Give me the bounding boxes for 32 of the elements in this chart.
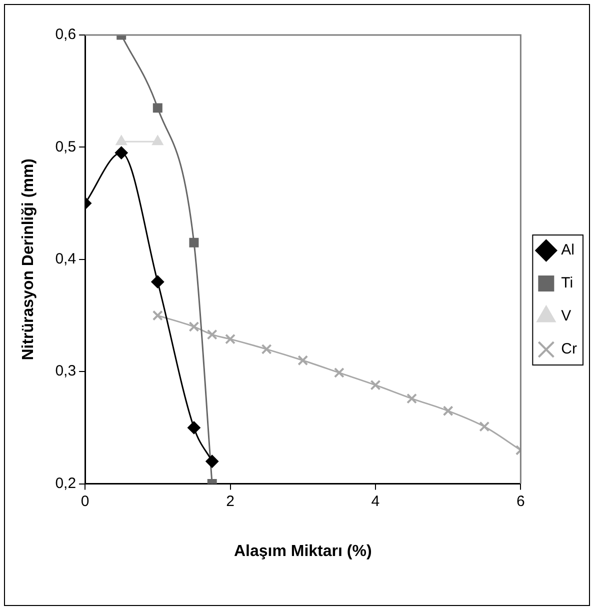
point [406, 393, 418, 404]
point [114, 146, 128, 160]
point [206, 329, 218, 340]
point [188, 321, 200, 332]
x-tick-label: 4 [371, 492, 380, 510]
point [152, 103, 162, 113]
point [261, 344, 272, 354]
legend-label: V [561, 308, 572, 325]
point [334, 367, 344, 378]
y-axis-title: Nitrürasyon Derinliği (mm) [20, 158, 38, 360]
x-tick-label: 2 [226, 492, 234, 510]
y-tick-label: 0,2 [55, 474, 76, 492]
point [187, 421, 200, 434]
legend-label: Al [561, 242, 575, 259]
point [298, 355, 308, 366]
y-tick-label: 0,4 [55, 250, 76, 268]
point [225, 334, 236, 344]
y-tick-label: 0,6 [55, 26, 76, 44]
point [189, 238, 199, 248]
x-tick-label: 0 [80, 492, 90, 510]
point [152, 310, 163, 321]
point [370, 380, 381, 390]
x-axis-title: Alaşım Miktarı (%) [234, 542, 372, 560]
legend-label: Cr [561, 340, 578, 358]
x-tick-label: 6 [516, 492, 525, 510]
point [442, 406, 454, 416]
point [479, 421, 490, 432]
legend-label: Ti [561, 274, 574, 292]
y-tick-label: 0,5 [55, 138, 76, 156]
y-tick-label: 0,3 [55, 362, 76, 380]
point [151, 275, 164, 288]
point [206, 454, 219, 468]
